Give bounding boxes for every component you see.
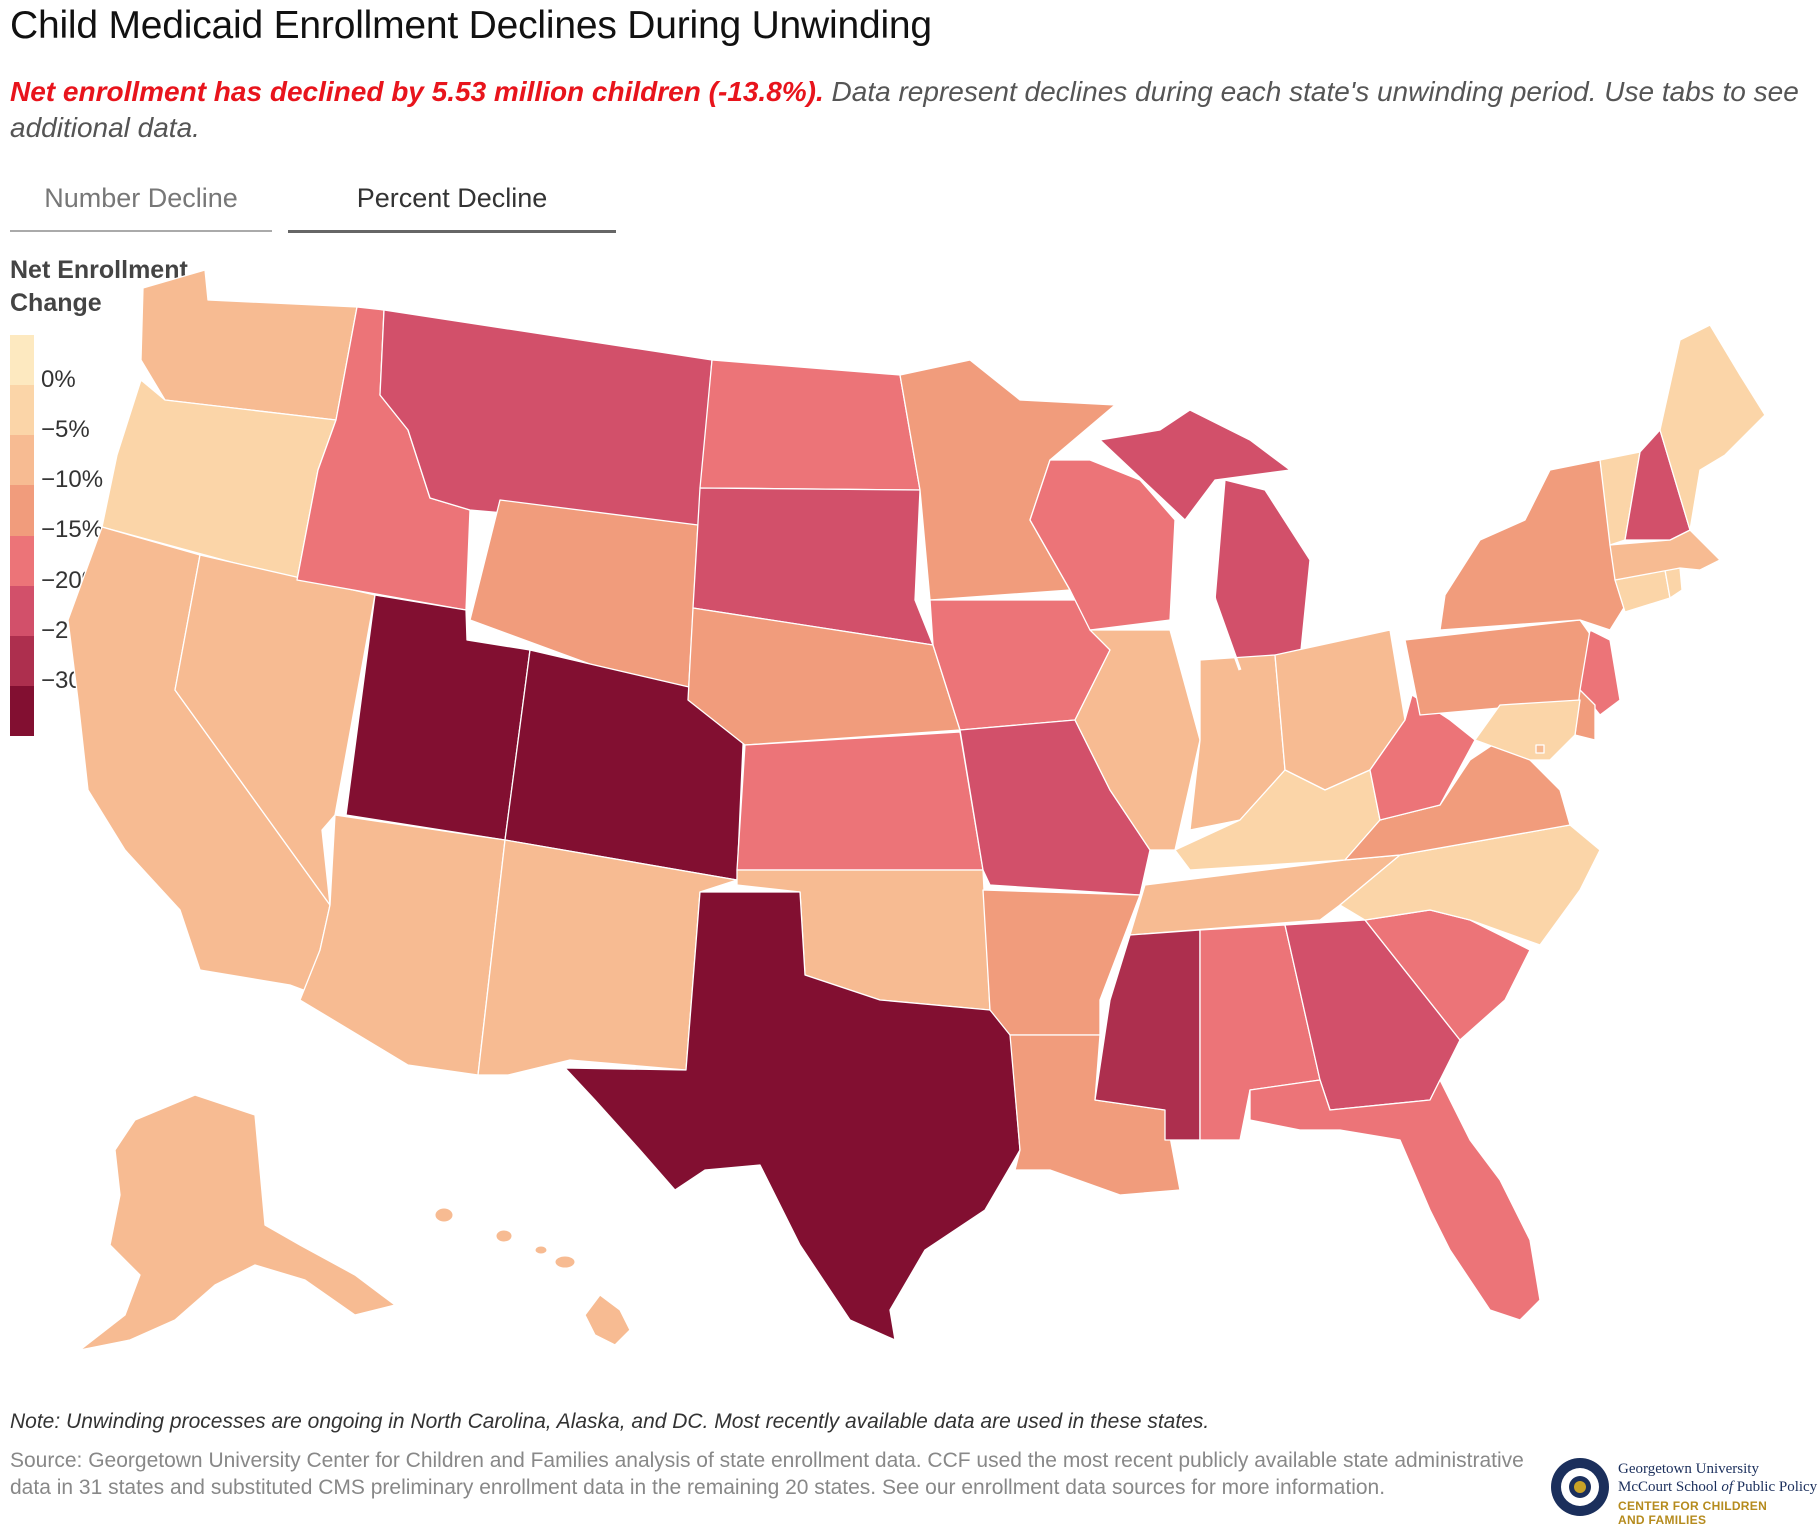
logo-line-2: McCourt School of Public Policy <box>1618 1479 1818 1495</box>
legend-swatch-1 <box>10 385 34 435</box>
legend-swatch-7 <box>10 686 34 736</box>
logo-line-4: AND FAMILIES <box>1618 1513 1707 1527</box>
state-SD[interactable]: SD <box>692 487 934 646</box>
legend-label-1: −5% <box>41 416 90 443</box>
state-IL[interactable]: IL <box>1074 629 1201 851</box>
footnote: Note: Unwinding processes are ongoing in… <box>10 1410 1210 1433</box>
legend-label-0: 0% <box>41 366 76 393</box>
source-text: Source: Georgetown University Center for… <box>10 1449 1524 1499</box>
state-MD[interactable]: MD <box>1474 699 1581 761</box>
georgetown-seal-icon <box>1551 1458 1609 1516</box>
state-MT[interactable]: MT <box>379 309 713 531</box>
legend-swatch-0 <box>10 335 34 385</box>
legend-swatch-4 <box>10 536 34 586</box>
tab-number-decline[interactable]: Number Decline <box>10 176 272 232</box>
hawaii-small-islands <box>434 1207 576 1269</box>
state-NM[interactable]: NM <box>477 839 738 1076</box>
state-AK[interactable]: AK <box>79 1094 396 1351</box>
state-NE[interactable]: NE <box>687 607 961 746</box>
tab-percent-decline[interactable]: Percent Decline <box>288 176 616 233</box>
state-WA[interactable]: WA <box>140 269 358 421</box>
great-lakes <box>1193 519 1242 671</box>
state-FL[interactable]: FL <box>1249 1079 1541 1321</box>
tab-bar: Number Decline Percent Decline <box>10 176 616 233</box>
state-AZ[interactable]: AZ <box>299 814 506 1076</box>
state-DC[interactable]: DC <box>1535 744 1545 754</box>
logo-line-1: Georgetown University <box>1618 1461 1759 1477</box>
chart-title: Child Medicaid Enrollment Declines Durin… <box>10 4 932 47</box>
state-KS[interactable]: KS <box>736 731 984 871</box>
state-LA[interactable]: LA <box>1009 1034 1181 1196</box>
chart-subtitle: Net enrollment has declined by 5.53 mill… <box>10 74 1800 146</box>
state-NJ[interactable]: NJ <box>1579 629 1621 716</box>
legend-swatch-5 <box>10 586 34 636</box>
logo-line-3: CENTER FOR CHILDREN <box>1618 1499 1768 1513</box>
legend-swatch-3 <box>10 485 34 536</box>
state-WV[interactable]: WV <box>1369 694 1476 821</box>
subtitle-highlight: Net enrollment has declined by 5.53 mill… <box>10 76 824 107</box>
legend-label-2: −10% <box>41 466 104 493</box>
state-NH[interactable]: NH <box>1624 429 1691 541</box>
state-ME[interactable]: ME <box>1659 324 1766 531</box>
legend-swatch-2 <box>10 435 34 485</box>
legend-title: Net Enrollment Change <box>10 256 188 317</box>
legend-label-3: −15% <box>41 516 104 543</box>
subtitle-text: Data represent declines during each stat… <box>10 76 1799 143</box>
state-TX[interactable]: TX <box>564 891 1021 1341</box>
legend: 0% −5% −10% −15% −20% −25% −30% <box>0 0 140 736</box>
legend-swatch-6 <box>10 636 34 686</box>
georgetown-logo: Georgetown University McCourt School of … <box>1548 1455 1817 1531</box>
state-ND[interactable]: ND <box>699 359 921 491</box>
state-WI[interactable]: WI <box>1029 459 1176 631</box>
state-HI[interactable]: HI <box>584 1294 631 1346</box>
